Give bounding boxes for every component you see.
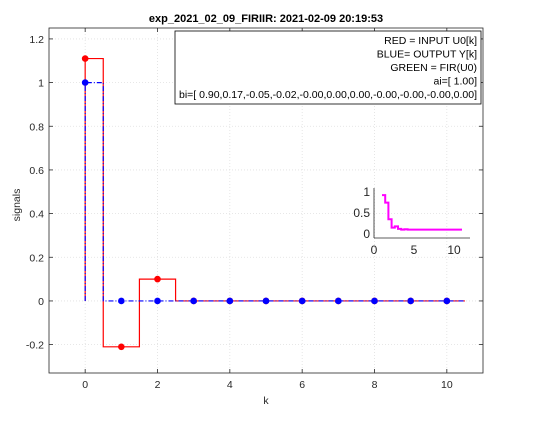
legend-line: ai=[ 1.00] xyxy=(434,76,478,88)
x-tick-label: 10 xyxy=(441,379,453,391)
y-tick-label: 0.8 xyxy=(29,121,44,133)
y-tick-label: 0 xyxy=(38,296,44,308)
data-point-series-1 xyxy=(81,79,89,86)
data-point-series-1 xyxy=(335,297,342,305)
inset-x-tick-label: 0 xyxy=(371,243,378,257)
axes-frame xyxy=(48,27,484,374)
x-axis-label: k xyxy=(263,395,269,407)
x-tick-label: 0 xyxy=(82,379,88,391)
inset-y-tick-label: 0.5 xyxy=(353,206,370,220)
chart-title: exp_2021_02_09_FIRIIR: 2021-02-09 20:19:… xyxy=(149,13,383,25)
data-point-series-1 xyxy=(154,297,161,305)
y-axis-label: signals xyxy=(11,189,23,222)
y-tick-label: 0.2 xyxy=(29,252,44,264)
inset-x-tick-label: 5 xyxy=(411,243,418,257)
legend-line: RED = INPUT U0[k] xyxy=(384,35,477,47)
data-point-series-0 xyxy=(154,275,161,283)
x-tick-label: 4 xyxy=(227,379,233,391)
legend-line: GREEN = FIR(U0) xyxy=(390,62,477,74)
data-point-series-1 xyxy=(226,297,234,305)
data-point-series-1 xyxy=(443,297,451,305)
inset-x-tick-label: 10 xyxy=(447,243,461,257)
data-point-series-1 xyxy=(262,297,270,305)
data-point-series-1 xyxy=(118,297,125,305)
x-tick-label: 6 xyxy=(299,379,305,391)
inset-y-tick-label: 0 xyxy=(363,227,370,241)
y-tick-label: 0.6 xyxy=(29,165,44,177)
y-tick-label: -0.2 xyxy=(26,340,44,352)
inset-chart: 00.510 5 10 xyxy=(353,185,470,257)
data-point-series-1 xyxy=(371,297,378,305)
data-point-series-0 xyxy=(81,55,89,62)
x-tick-label: 8 xyxy=(372,379,378,391)
legend-line: bi=[ 0.90,0.17,-0.05,-0.02,-0.00,0.00,0.… xyxy=(179,89,477,101)
data-point-series-1 xyxy=(407,297,414,305)
x-tick-label: 2 xyxy=(155,379,161,391)
data-point-series-1 xyxy=(298,297,306,305)
inset-y-tick-label: 1 xyxy=(363,185,370,199)
data-point-series-1 xyxy=(190,297,197,305)
legend-box xyxy=(174,30,482,105)
y-tick-label: 1 xyxy=(38,78,44,90)
y-tick-label: 1.2 xyxy=(29,34,44,46)
data-point-series-0 xyxy=(118,343,125,351)
inset-series-line xyxy=(382,194,462,231)
legend-line: BLUE= OUTPUT Y[k] xyxy=(377,49,477,61)
y-tick-label: 0.4 xyxy=(29,209,44,221)
legend: RED = INPUT U0[k] BLUE= OUTPUT Y[k]GREEN … xyxy=(174,30,482,105)
